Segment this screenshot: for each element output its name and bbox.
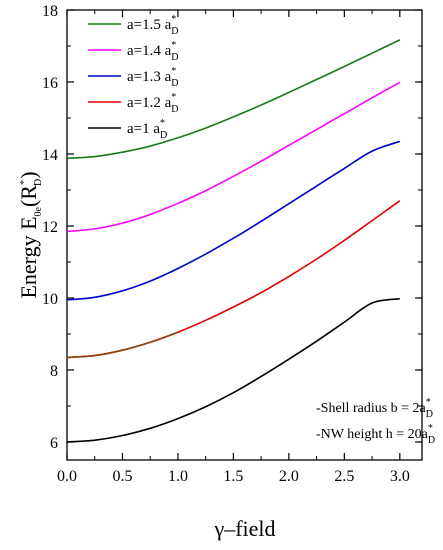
x-tick-label: 0.0: [57, 468, 77, 485]
x-tick-label: 1.5: [223, 468, 243, 485]
x-tick-label: 0.5: [112, 468, 132, 485]
annotation-0: -Shell radius b = 2a* D: [316, 397, 433, 420]
legend-label-3: a=1.2 a* D: [127, 92, 179, 115]
y-tick-label: 8: [50, 363, 58, 380]
legend-label-0: a=1.5 a* D: [127, 14, 179, 37]
x-axis-title: γ–field: [213, 516, 275, 541]
y-tick-label: 18: [42, 3, 58, 20]
y-axis-title-paren-open: (R: [16, 185, 41, 207]
series-lines: [66, 39, 401, 443]
annotation-1: -NW height h = 20a* D: [316, 423, 435, 446]
series-line-2: [66, 140, 401, 301]
axis-ticks: [66, 9, 422, 460]
y-axis-title-main: Energy E: [16, 216, 41, 298]
y-tick-label: 6: [50, 435, 58, 452]
series-line-0: [66, 39, 401, 160]
x-tick-label: 3.0: [390, 468, 410, 485]
y-axis-title-sub: 0e: [33, 206, 44, 216]
y-axis-title-sub2: D: [33, 179, 44, 186]
y-tick-label: 12: [42, 219, 58, 236]
y-axis-title: Energy E0e(R* D): [16, 171, 44, 298]
axis-tick-labels: 0.0 0.5 1.0 1.5 2.0 2.5 3.0 6 8 10 12 14 16 18: [42, 3, 410, 485]
legend-label-4: a=1 a* D: [127, 118, 167, 141]
y-tick-label: 10: [42, 291, 58, 308]
x-tick-label: 2.5: [334, 468, 354, 485]
legend: a=1.5 a* D a=1.4 a* D a=1.3 a* D a=1.2 a* D a=1 …: [88, 14, 179, 141]
y-axis-title-paren-close: ): [16, 171, 41, 178]
y-axis-title-sup: *: [19, 180, 30, 185]
legend-label-2: a=1.3 a* D: [127, 66, 179, 89]
y-tick-label: 16: [42, 75, 58, 92]
series-line-4: [66, 297, 400, 443]
series-line-1: [66, 81, 401, 233]
x-tick-label: 1.0: [168, 468, 188, 485]
legend-label-1: a=1.4 a* D: [127, 40, 179, 63]
overlay-line-0: [66, 331, 179, 359]
y-tick-label: 14: [42, 147, 58, 164]
annotations: -Shell radius b = 2a* D -NW height h = 20a…: [316, 397, 435, 446]
x-tick-label: 2.0: [279, 468, 299, 485]
plot-frame: [66, 9, 423, 461]
